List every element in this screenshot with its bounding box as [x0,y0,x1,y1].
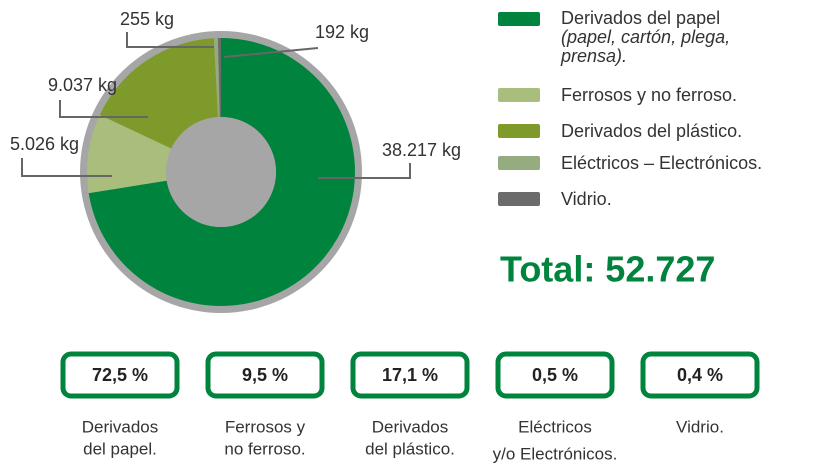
percent: 0,5 % [532,365,578,385]
leader-line [59,100,148,118]
percent: 9,5 % [242,365,288,385]
leader-line [21,158,112,177]
pie-slice [88,38,356,306]
total: Total: 52.727 [500,249,715,290]
value-label: 255 kg [120,9,174,29]
legend-swatch [498,88,540,102]
value-label: 38.217 kg [382,140,461,160]
summary-label: del plástico. [365,439,455,458]
donut-hole [166,117,276,227]
leader-line [223,47,319,58]
percent: 72,5 % [92,365,148,385]
summary-label: y/o Electrónicos. [493,444,618,463]
legend-swatch [498,156,540,170]
legend-swatch [498,192,540,206]
percent-box [350,351,470,399]
legend-swatch [498,12,540,26]
summary-label: no ferroso. [224,439,305,458]
percent: 17,1 % [382,365,438,385]
leaders [21,32,411,179]
percent-box [60,351,180,399]
leader-line [318,163,411,179]
percent-box [640,351,760,399]
legend-text: Derivados del papel [561,8,721,28]
pie-slice [217,38,221,118]
pie-slice [213,38,220,118]
percent-box [495,351,615,399]
summary-label: Derivados [372,417,449,436]
value-label: 5.026 kg [10,134,79,154]
pie-slice [87,114,172,194]
summary-label: Ferrosos y [225,417,306,436]
percent-box [205,351,325,399]
percent: 0,4 % [677,365,723,385]
summary-label: Vidrio. [676,417,724,436]
pie-slice [99,38,219,149]
legend-label: Ferrosos y no ferroso. [561,85,738,105]
leader-line [126,32,214,48]
value-label: 9.037 kg [48,75,117,95]
summary-label: del papel. [83,439,157,458]
legend-label: Derivados del plástico. [561,121,743,141]
legend-note: (papel, cartón, plega, prensa). [561,27,731,66]
value-label: 192 kg [315,22,369,42]
legend-swatch [498,124,540,138]
legend-label: Vidrio. [561,189,612,209]
summary-label: Derivados [82,417,159,436]
summary-label: Eléctricos [518,417,592,436]
legend-label: Derivados del papel (papel, cartón, plega… [561,9,811,66]
legend-label: Eléctricos – Electrónicos. [561,153,763,173]
